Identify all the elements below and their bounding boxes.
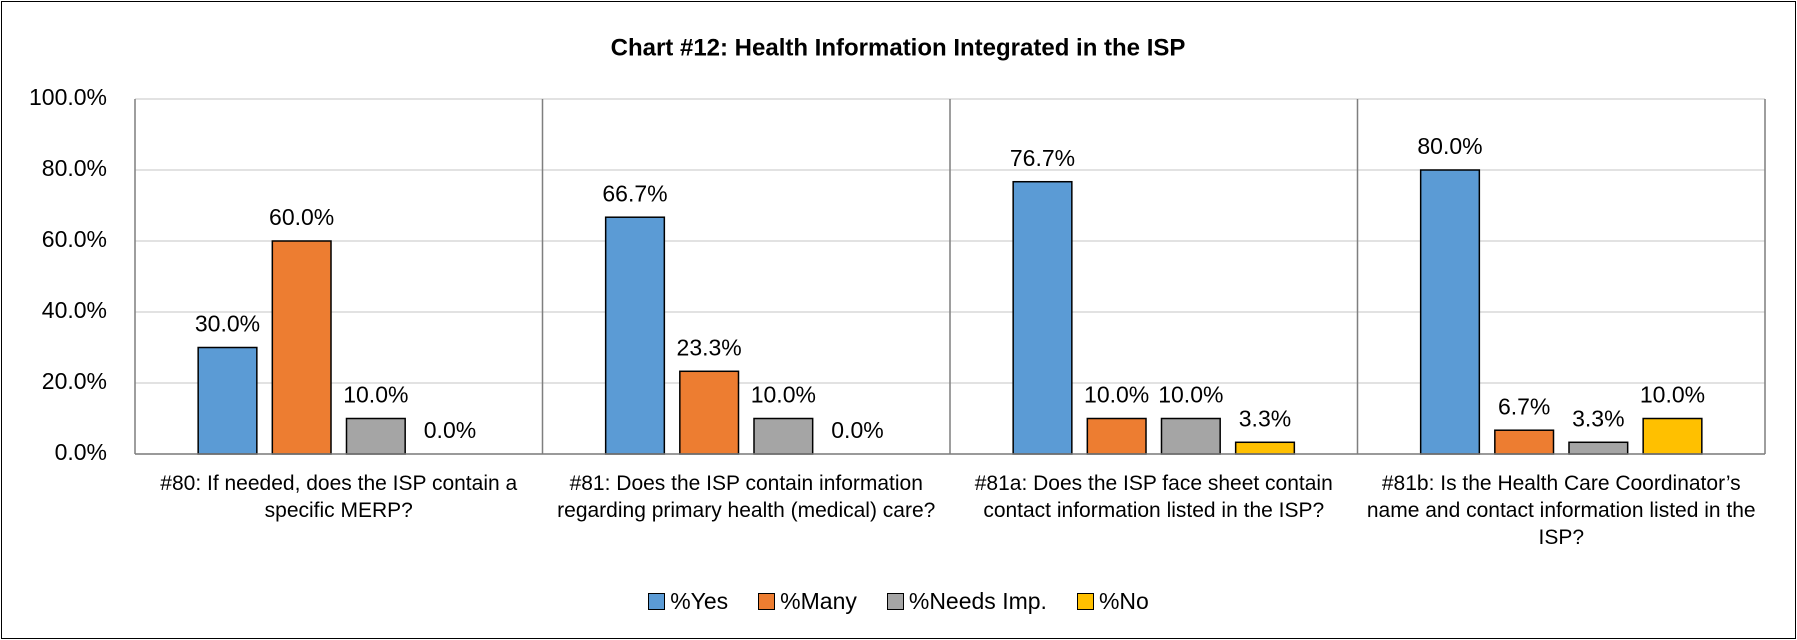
bar bbox=[1086, 417, 1147, 455]
bar bbox=[1494, 429, 1555, 455]
legend-label: %Needs Imp. bbox=[908, 588, 1047, 614]
y-tick-label: 40.0% bbox=[42, 297, 107, 323]
legend-label: %No bbox=[1098, 588, 1149, 614]
bar bbox=[604, 216, 666, 455]
bar bbox=[1012, 180, 1073, 455]
data-label: 10.0% bbox=[343, 382, 408, 408]
bar bbox=[1568, 441, 1629, 455]
legend-item: %Yes bbox=[648, 588, 728, 615]
x-tick-label: #80: If needed, does the ISP contain a s… bbox=[160, 472, 518, 522]
data-label: 3.3% bbox=[1239, 405, 1291, 431]
bar bbox=[197, 346, 258, 455]
data-label: 10.0% bbox=[751, 382, 816, 408]
data-label: 3.3% bbox=[1572, 405, 1624, 431]
data-label: 0.0% bbox=[831, 417, 883, 443]
bar bbox=[1642, 417, 1703, 455]
legend-swatch bbox=[758, 593, 776, 610]
legend-swatch bbox=[648, 593, 666, 610]
bar bbox=[1419, 169, 1481, 455]
y-tick-label: 60.0% bbox=[42, 226, 107, 252]
legend-label: %Many bbox=[780, 588, 857, 614]
bar bbox=[679, 370, 740, 455]
bar bbox=[1234, 441, 1296, 455]
data-label: 76.7% bbox=[1010, 145, 1075, 171]
chart-title: Chart #12: Health Information Integrated… bbox=[611, 34, 1186, 61]
bar bbox=[345, 417, 406, 455]
data-label: 10.0% bbox=[1640, 382, 1705, 408]
data-label: 6.7% bbox=[1498, 393, 1550, 419]
bar bbox=[753, 417, 814, 455]
legend: %Yes %Many %Needs Imp. %No bbox=[0, 588, 1797, 615]
y-tick-label: 0.0% bbox=[55, 439, 107, 465]
data-label: 30.0% bbox=[195, 311, 260, 337]
legend-item: %Many bbox=[758, 588, 857, 615]
x-tick-label: #81b: Is the Health Care Coordinator’s n… bbox=[1366, 472, 1756, 549]
data-label: 23.3% bbox=[677, 334, 742, 360]
data-label: 10.0% bbox=[1084, 382, 1149, 408]
data-label: 66.7% bbox=[602, 180, 667, 206]
data-label: 60.0% bbox=[269, 204, 334, 230]
legend-swatch bbox=[886, 593, 904, 610]
y-tick-label: 100.0% bbox=[29, 84, 107, 110]
x-tick-label: #81a: Does the ISP face sheet contain co… bbox=[974, 472, 1333, 522]
data-label: 80.0% bbox=[1417, 133, 1482, 159]
y-tick-label: 80.0% bbox=[42, 155, 107, 181]
legend-swatch bbox=[1076, 593, 1094, 610]
bar bbox=[271, 240, 332, 455]
data-label: 0.0% bbox=[424, 417, 476, 443]
data-label: 10.0% bbox=[1158, 382, 1223, 408]
x-tick-label: #81: Does the ISP contain information re… bbox=[557, 472, 936, 522]
legend-item: %Needs Imp. bbox=[886, 588, 1047, 615]
y-tick-label: 20.0% bbox=[42, 368, 107, 394]
bar bbox=[1160, 417, 1221, 455]
legend-label: %Yes bbox=[670, 588, 729, 614]
legend-item: %No bbox=[1076, 588, 1149, 615]
